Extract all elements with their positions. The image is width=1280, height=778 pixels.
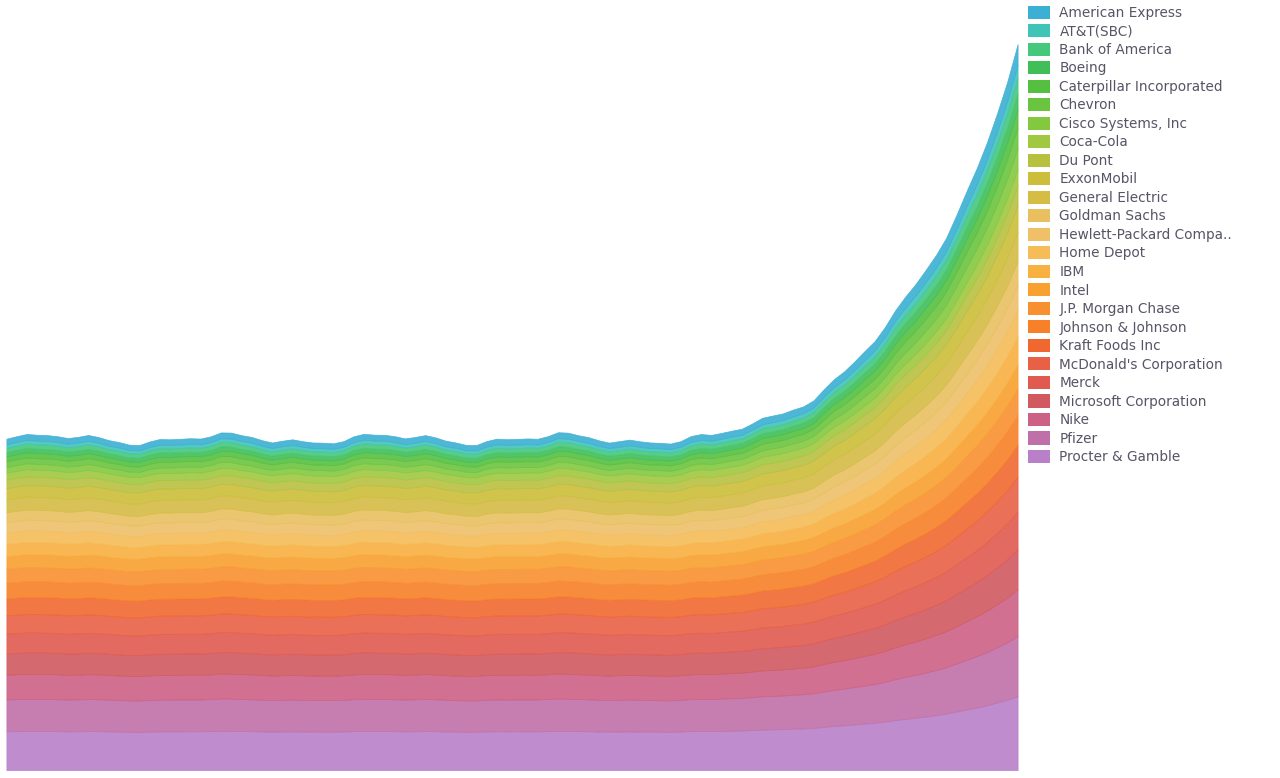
Legend: American Express, AT&T(SBC), Bank of America, Boeing, Caterpillar Incorporated, : American Express, AT&T(SBC), Bank of Ame… [1023, 0, 1238, 470]
